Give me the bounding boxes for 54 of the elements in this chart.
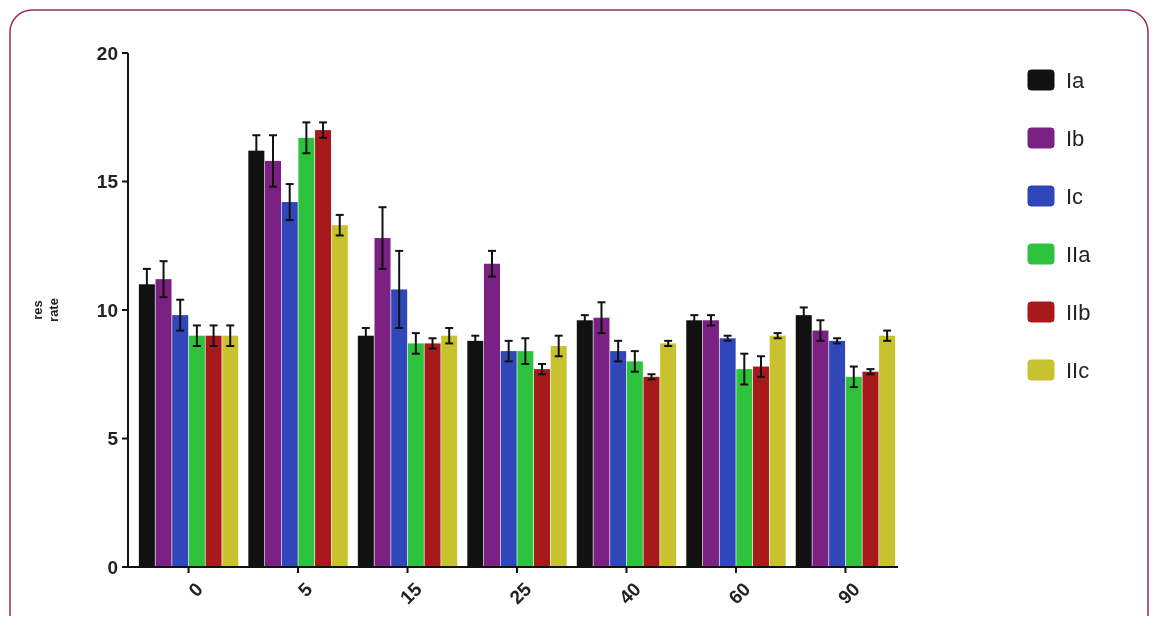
x-tick-label: 40	[614, 578, 645, 609]
bar	[626, 361, 643, 567]
y-tick-label: 20	[96, 42, 118, 64]
bar	[441, 335, 458, 567]
bar	[500, 351, 517, 567]
y-tick-label: 15	[96, 171, 119, 193]
x-tick-label: 90	[833, 578, 864, 609]
x-tick-label: 60	[724, 578, 755, 609]
bar	[534, 369, 551, 567]
bar	[222, 335, 239, 567]
bar	[550, 345, 567, 567]
bar	[702, 320, 719, 567]
bar	[752, 366, 769, 567]
bar	[736, 369, 753, 567]
bar	[281, 202, 298, 567]
bar	[391, 289, 408, 567]
legend-label: Ia	[1066, 67, 1086, 93]
x-tick-label: 0	[184, 578, 207, 601]
y-axis-title: res rate	[30, 298, 61, 322]
bar	[879, 335, 896, 567]
bar	[315, 130, 332, 567]
bar	[593, 317, 610, 567]
bar	[862, 371, 879, 567]
legend-label: IIb	[1066, 299, 1091, 325]
y-tick-label: 0	[107, 556, 118, 578]
bar	[172, 315, 189, 567]
bar	[845, 376, 862, 567]
bar	[298, 137, 315, 567]
bar	[374, 238, 391, 567]
bar	[407, 343, 424, 567]
bar	[265, 160, 282, 567]
bar	[643, 376, 660, 567]
bar	[719, 338, 736, 567]
bar	[517, 351, 534, 567]
bar	[424, 343, 441, 567]
bar	[829, 340, 846, 567]
bar	[188, 335, 205, 567]
y-tick-label: 5	[107, 428, 119, 450]
legend-label: Ic	[1066, 183, 1084, 209]
x-tick-label: 5	[293, 578, 317, 601]
bar	[769, 335, 786, 567]
legend-label: IIa	[1066, 241, 1092, 267]
bar	[205, 335, 222, 567]
legend-label: Ib	[1066, 125, 1085, 151]
bar	[812, 330, 829, 567]
y-tick-label: 10	[96, 299, 118, 321]
x-tick-label: 15	[395, 578, 427, 609]
bar	[610, 351, 627, 567]
bar	[155, 279, 172, 567]
legend-label: IIc	[1066, 357, 1090, 383]
bar	[331, 225, 348, 567]
bar	[660, 343, 677, 567]
x-tick-label: 25	[505, 578, 536, 609]
bar	[483, 263, 500, 567]
